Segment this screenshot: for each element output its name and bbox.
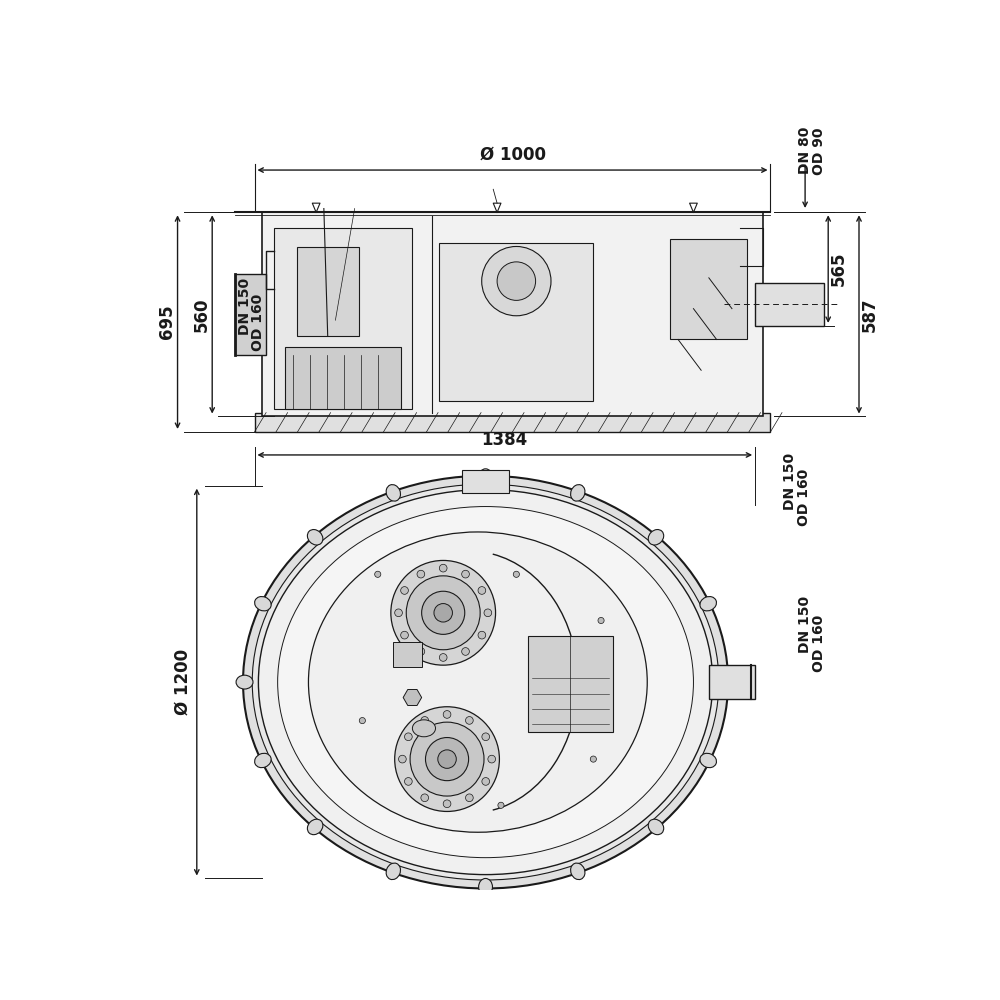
Circle shape — [405, 778, 412, 785]
Circle shape — [497, 262, 536, 300]
Circle shape — [421, 794, 429, 802]
Circle shape — [439, 564, 447, 572]
Polygon shape — [403, 689, 422, 706]
Circle shape — [395, 707, 499, 811]
Ellipse shape — [255, 753, 271, 768]
Circle shape — [443, 711, 451, 718]
Ellipse shape — [308, 532, 647, 832]
Text: 587: 587 — [861, 297, 879, 332]
Bar — [462, 470, 509, 493]
Ellipse shape — [252, 484, 719, 880]
Bar — [274, 228, 412, 409]
Circle shape — [439, 654, 447, 661]
Text: OD 160: OD 160 — [812, 615, 826, 672]
Ellipse shape — [700, 597, 716, 611]
Ellipse shape — [236, 675, 253, 689]
Ellipse shape — [718, 675, 735, 689]
Circle shape — [422, 591, 465, 634]
Ellipse shape — [386, 863, 400, 880]
Ellipse shape — [278, 507, 693, 858]
Circle shape — [425, 738, 469, 781]
Bar — [297, 247, 358, 336]
Circle shape — [478, 631, 486, 639]
Circle shape — [466, 717, 473, 724]
Circle shape — [417, 648, 425, 655]
Circle shape — [482, 246, 551, 316]
Bar — [528, 636, 613, 732]
Text: DN 150: DN 150 — [798, 596, 812, 653]
Circle shape — [406, 576, 480, 650]
Circle shape — [395, 609, 402, 617]
Ellipse shape — [307, 819, 323, 835]
Text: 1384: 1384 — [482, 431, 528, 449]
Ellipse shape — [571, 485, 585, 501]
Text: OD 160: OD 160 — [797, 469, 811, 526]
Bar — [255, 413, 770, 432]
Bar — [285, 347, 401, 409]
Circle shape — [410, 722, 484, 796]
Text: OD 160: OD 160 — [251, 294, 265, 351]
Circle shape — [462, 570, 469, 578]
Circle shape — [359, 718, 365, 724]
Ellipse shape — [648, 819, 664, 835]
Circle shape — [462, 648, 469, 655]
Ellipse shape — [243, 476, 728, 888]
Bar — [709, 665, 755, 699]
Circle shape — [401, 587, 408, 594]
Bar — [235, 274, 266, 355]
Circle shape — [375, 571, 381, 577]
Bar — [393, 642, 422, 667]
Circle shape — [498, 802, 504, 808]
Circle shape — [438, 750, 456, 768]
Text: Ø 1200: Ø 1200 — [174, 649, 192, 715]
Ellipse shape — [307, 530, 323, 545]
Circle shape — [405, 733, 412, 741]
Circle shape — [598, 617, 604, 624]
Circle shape — [401, 631, 408, 639]
Circle shape — [590, 756, 596, 762]
Circle shape — [482, 733, 490, 741]
Text: OD 90: OD 90 — [812, 127, 826, 175]
Circle shape — [391, 560, 496, 665]
Ellipse shape — [479, 878, 492, 895]
Circle shape — [488, 755, 496, 763]
Text: 565: 565 — [830, 252, 848, 286]
Ellipse shape — [648, 530, 664, 545]
Ellipse shape — [386, 485, 400, 501]
Bar — [439, 243, 593, 401]
Circle shape — [443, 800, 451, 808]
Ellipse shape — [412, 720, 436, 737]
Text: Ø 1000: Ø 1000 — [480, 146, 546, 164]
Ellipse shape — [479, 469, 492, 486]
Ellipse shape — [258, 490, 713, 875]
Ellipse shape — [700, 753, 716, 768]
Text: DN 150: DN 150 — [238, 278, 252, 335]
Circle shape — [417, 570, 425, 578]
Circle shape — [434, 604, 452, 622]
Circle shape — [482, 778, 490, 785]
Ellipse shape — [255, 597, 271, 611]
Bar — [670, 239, 747, 339]
Circle shape — [466, 794, 473, 802]
Bar — [755, 283, 824, 326]
Text: 695: 695 — [158, 305, 176, 339]
Circle shape — [478, 587, 486, 594]
Text: 560: 560 — [192, 297, 210, 332]
Text: DN 150: DN 150 — [783, 453, 797, 510]
Circle shape — [399, 755, 406, 763]
Ellipse shape — [571, 863, 585, 880]
Bar — [262, 212, 763, 416]
Text: DN 80: DN 80 — [798, 127, 812, 174]
Circle shape — [513, 571, 519, 577]
Circle shape — [484, 609, 492, 617]
Circle shape — [421, 717, 429, 724]
